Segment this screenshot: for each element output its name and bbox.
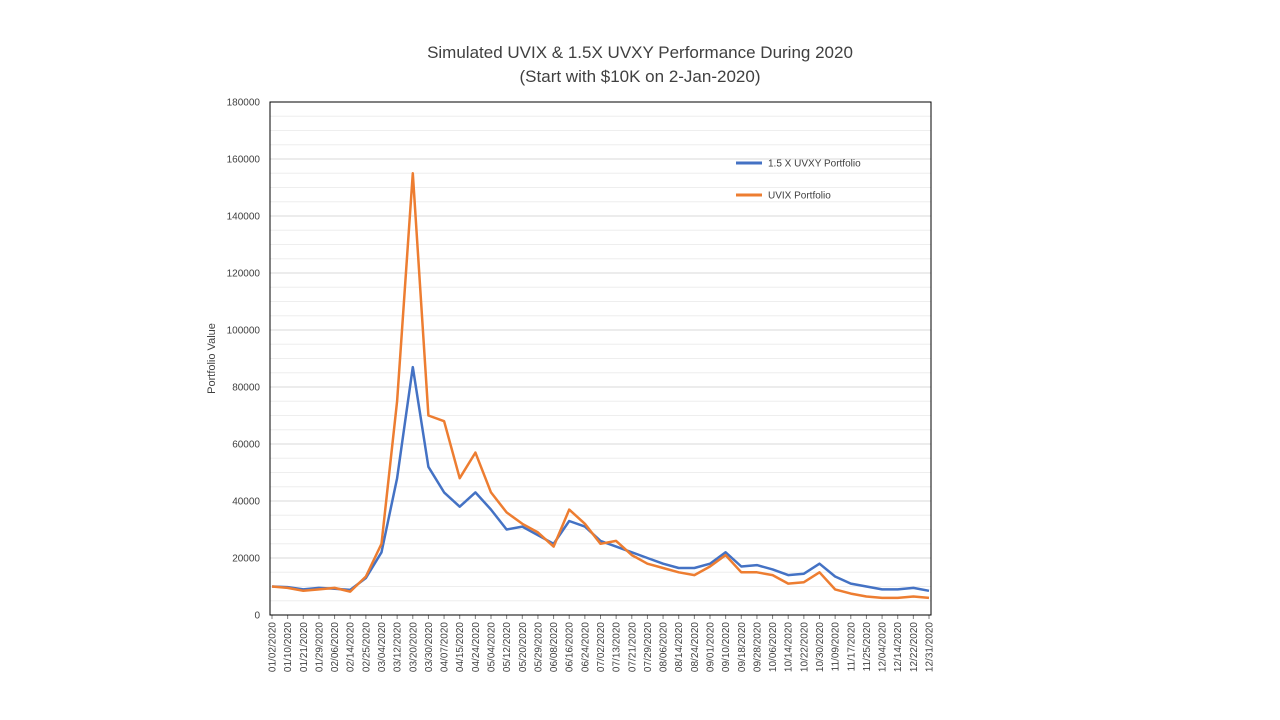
chart-title: Simulated UVIX & 1.5X UVXY Performance D… <box>427 43 853 62</box>
y-tick-label: 180000 <box>227 98 261 109</box>
x-tick-label: 03/12/2020 <box>393 622 404 672</box>
x-tick-label: 08/14/2020 <box>674 622 685 672</box>
x-tick-label: 10/22/2020 <box>799 622 810 672</box>
x-tick-label: 02/06/2020 <box>330 622 341 672</box>
x-tick-label: 12/22/2020 <box>909 622 920 672</box>
x-tick-label: 03/30/2020 <box>424 622 435 672</box>
x-tick-label: 05/20/2020 <box>518 622 529 672</box>
x-tick-label: 07/02/2020 <box>596 622 607 672</box>
y-tick-label: 40000 <box>232 497 260 508</box>
x-tick-label: 07/13/2020 <box>612 622 623 672</box>
y-tick-label: 100000 <box>227 326 261 337</box>
y-tick-label: 60000 <box>232 440 260 451</box>
y-tick-label: 80000 <box>232 383 260 394</box>
x-tick-label: 10/06/2020 <box>768 622 779 672</box>
x-tick-label: 12/14/2020 <box>893 622 904 672</box>
x-tick-label: 04/07/2020 <box>440 622 451 672</box>
y-tick-label: 160000 <box>227 155 261 166</box>
x-tick-label: 02/25/2020 <box>361 622 372 672</box>
x-tick-label: 08/06/2020 <box>659 622 670 672</box>
y-axis-ticks: 0 20000 40000 60000 80000 100000 120000 140000 1… <box>227 98 261 622</box>
x-tick-label: 11/17/2020 <box>846 622 857 672</box>
x-tick-label: 12/04/2020 <box>878 622 889 672</box>
x-tick-label: 07/29/2020 <box>643 622 654 672</box>
x-tick-label: 10/14/2020 <box>784 622 795 672</box>
x-tick-label: 03/20/2020 <box>408 622 419 672</box>
x-tick-label: 01/21/2020 <box>299 622 310 672</box>
x-tick-label: 02/14/2020 <box>346 622 357 672</box>
x-tick-label: 06/16/2020 <box>565 622 576 672</box>
x-tick-label: 10/30/2020 <box>815 622 826 672</box>
series-line-uvxy <box>271 365 930 593</box>
series-lines <box>271 172 930 600</box>
x-tick-label: 09/28/2020 <box>752 622 763 672</box>
x-axis-ticks: 01/02/2020 01/10/2020 01/21/2020 01/29/2020… <box>268 615 936 672</box>
x-tick-label: 03/04/2020 <box>377 622 388 672</box>
x-tick-label: 09/10/2020 <box>721 622 732 672</box>
x-tick-label: 05/12/2020 <box>502 622 513 672</box>
y-tick-label: 120000 <box>227 269 261 280</box>
x-tick-label: 05/29/2020 <box>533 622 544 672</box>
chart-title-block: Simulated UVIX & 1.5X UVXY Performance D… <box>340 41 940 89</box>
x-tick-label: 06/08/2020 <box>549 622 560 672</box>
x-tick-label: 09/18/2020 <box>737 622 748 672</box>
x-tick-label: 07/21/2020 <box>627 622 638 672</box>
plot-area-frame <box>269 101 932 616</box>
chart-subtitle: (Start with $10K on 2-Jan-2020) <box>519 67 761 86</box>
x-tick-label: 01/10/2020 <box>283 622 294 672</box>
legend: 1.5 X UVXY Portfolio UVIX Portfolio <box>736 159 861 202</box>
y-tick-label: 0 <box>254 611 260 622</box>
x-tick-label: 11/09/2020 <box>831 622 842 672</box>
x-tick-label: 05/04/2020 <box>487 622 498 672</box>
x-tick-label: 09/01/2020 <box>706 622 717 672</box>
x-tick-label: 04/24/2020 <box>471 622 482 672</box>
gridlines <box>270 101 931 616</box>
x-tick-label: 01/02/2020 <box>268 622 279 672</box>
x-tick-label: 08/24/2020 <box>690 622 701 672</box>
x-tick-label: 04/15/2020 <box>455 622 466 672</box>
y-tick-label: 20000 <box>232 554 260 565</box>
x-tick-label: 11/25/2020 <box>862 622 873 672</box>
x-tick-label: 01/29/2020 <box>314 622 325 672</box>
x-tick-label: 06/24/2020 <box>580 622 591 672</box>
legend-label: UVIX Portfolio <box>768 191 831 202</box>
x-tick-label: 12/31/2020 <box>925 622 936 672</box>
y-axis-title: Portfolio Value <box>206 323 218 394</box>
legend-label: 1.5 X UVXY Portfolio <box>768 159 861 170</box>
y-tick-label: 140000 <box>227 212 261 223</box>
series-line-uvix <box>271 172 930 600</box>
